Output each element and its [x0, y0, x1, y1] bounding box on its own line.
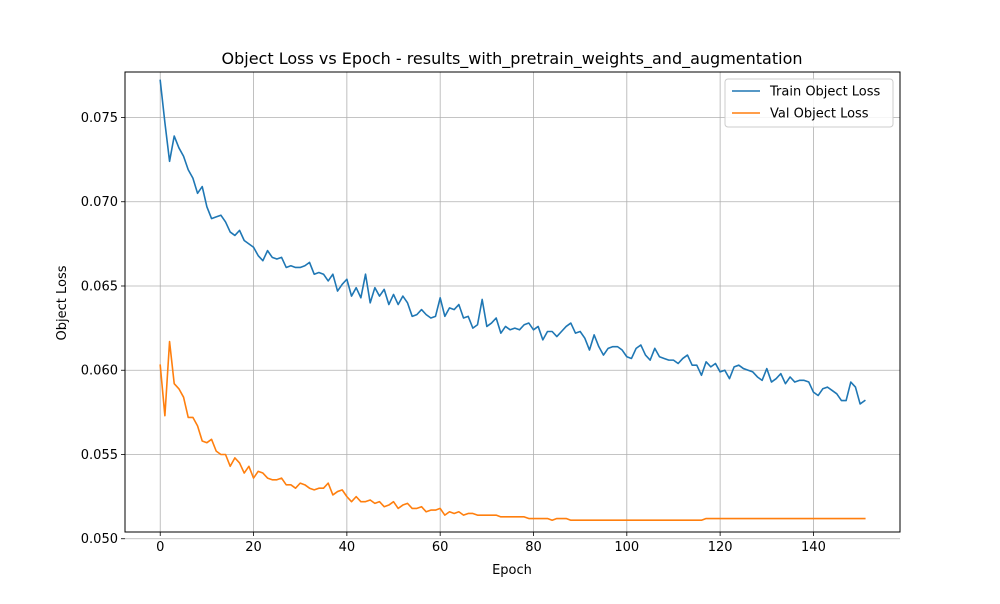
chart-title: Object Loss vs Epoch - results_with_pret… [222, 49, 803, 69]
x-tick-label: 100 [614, 540, 639, 555]
y-tick-label: 0.075 [81, 111, 118, 126]
x-tick-label: 80 [525, 540, 542, 555]
series-lines [159, 79, 866, 522]
y-tick-label: 0.070 [81, 195, 118, 210]
legend-box [724, 78, 894, 128]
x-tick-label: 20 [245, 540, 262, 555]
legend: Train Object Loss Val Object Loss [724, 78, 894, 128]
x-tick-label: 120 [708, 540, 733, 555]
y-tick-label: 0.050 [81, 532, 118, 547]
x-tick-label: 60 [432, 540, 449, 555]
series-line-1 [159, 340, 866, 522]
x-axis-label: Epoch [492, 563, 532, 578]
grid [125, 72, 900, 540]
y-axis-label: Object Loss [55, 265, 70, 340]
x-tick-label: 140 [801, 540, 826, 555]
legend-label: Val Object Loss [770, 107, 869, 122]
y-tick-label: 0.055 [81, 448, 118, 463]
y-tick-label: 0.065 [81, 279, 118, 294]
legend-label: Train Object Loss [769, 85, 881, 100]
series-line-0 [159, 79, 866, 405]
y-axis-ticks: 0.050 0.055 0.060 0.065 0.070 0.075 [81, 111, 125, 547]
x-axis-ticks: 0 20 40 60 80 100 120 140 [156, 532, 826, 555]
x-tick-label: 40 [339, 540, 356, 555]
x-tick-label: 0 [156, 540, 164, 555]
plot-area-frame [124, 71, 901, 533]
y-tick-label: 0.060 [81, 364, 118, 379]
